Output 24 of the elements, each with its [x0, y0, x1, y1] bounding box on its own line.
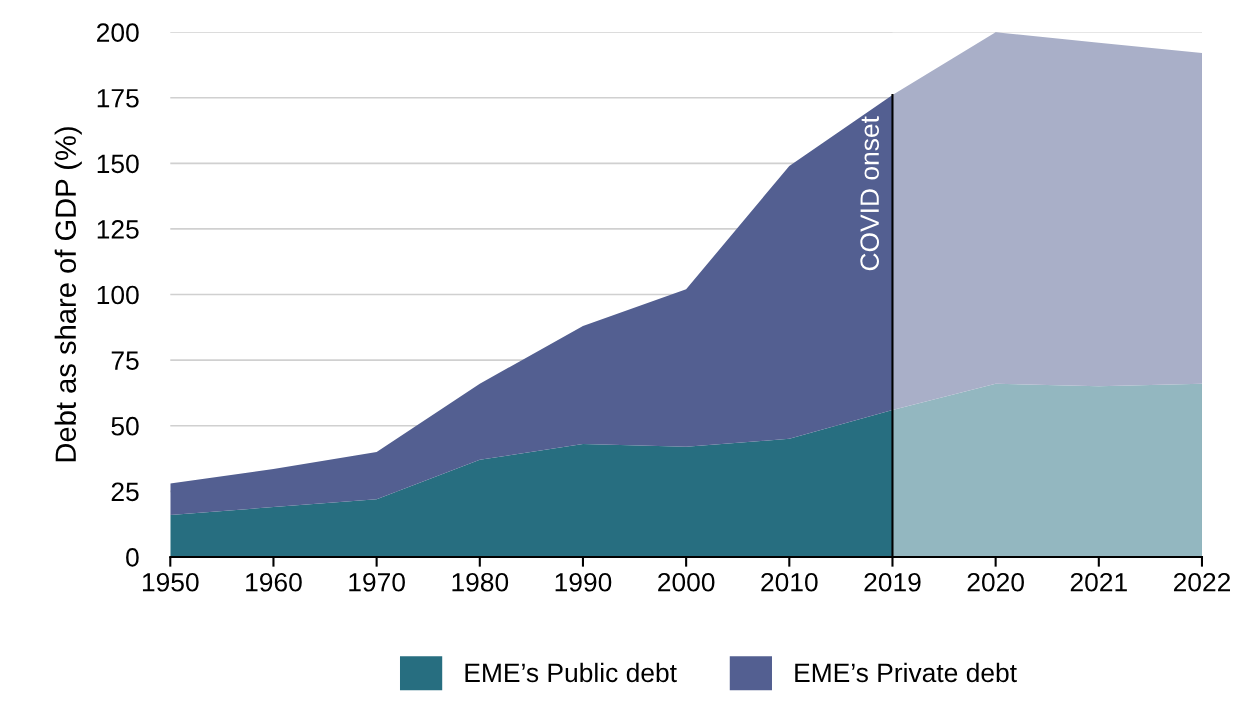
- y-tick-label: 75: [111, 351, 139, 370]
- x-tick-label: 2019: [864, 572, 921, 592]
- y-tick-label: 25: [111, 482, 139, 502]
- x-tick-label: 1990: [555, 572, 612, 592]
- x-tick-label: 2021: [1070, 572, 1127, 592]
- x-tick-label: 1960: [246, 572, 302, 592]
- y-tick-label: 125: [97, 220, 139, 239]
- x-tick-label: 1980: [452, 572, 509, 592]
- x-tick-label: 2022: [1173, 572, 1231, 592]
- y-tick-label: 175: [97, 89, 139, 108]
- y-tick-label: 100: [97, 285, 139, 305]
- legend-label: EME’s Private debt: [795, 662, 1017, 683]
- y-tick-label: 150: [97, 154, 139, 174]
- y-tick-label: 50: [111, 416, 139, 436]
- x-tick-label: 2000: [658, 572, 715, 592]
- x-tick-label: 1970: [349, 572, 405, 592]
- y-tick-label: 0: [126, 548, 139, 567]
- x-tick-label: 1950: [142, 572, 199, 592]
- x-tick-label: 2020: [967, 572, 1024, 592]
- legend-label: EME’s Public debt: [465, 662, 677, 683]
- x-tick-label: 2010: [761, 572, 818, 592]
- ref-line-label: COVID onset: [860, 116, 879, 271]
- y-tick-label: 200: [97, 23, 139, 42]
- y-axis-title: Debt as share of GDP (%): [54, 127, 82, 462]
